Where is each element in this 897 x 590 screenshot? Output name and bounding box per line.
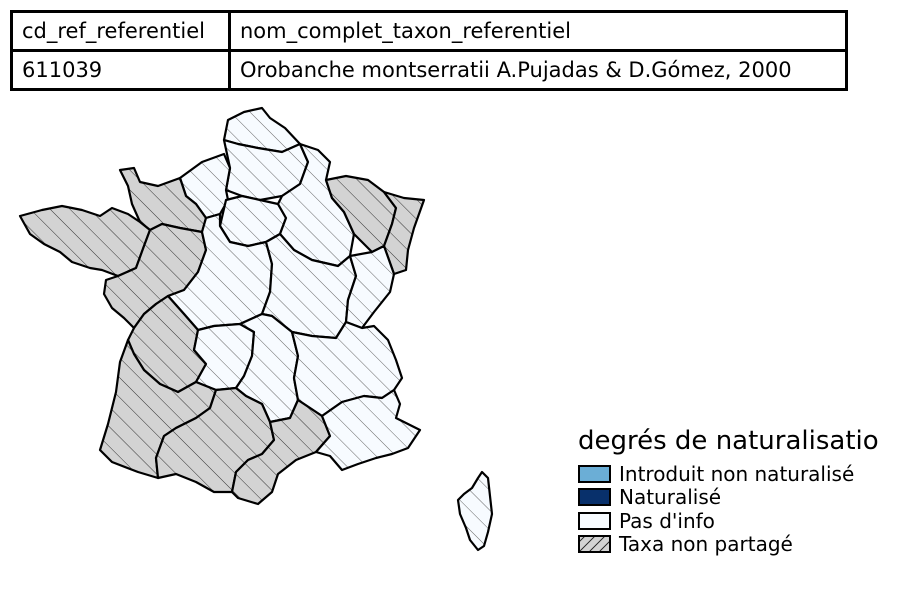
table-header-cell: nom_complet_taxon_referentiel [228, 10, 848, 52]
legend-swatch-pas-info [578, 511, 611, 530]
legend: degrés de naturalisatio Introduit non na… [578, 426, 879, 556]
legend-title: degrés de naturalisatio [578, 426, 879, 456]
legend-label: Pas d'info [619, 508, 715, 533]
taxon-table: cd_ref_referentiel nom_complet_taxon_ref… [10, 10, 848, 91]
region-franche-comte [344, 244, 396, 330]
legend-swatch-naturalise [578, 488, 611, 507]
region-paca [314, 388, 422, 472]
region-languedoc-roussillon [230, 398, 332, 506]
legend-item: Taxa non partagé [578, 532, 879, 557]
region-corse [456, 470, 494, 552]
france-regions-map [18, 106, 494, 552]
region-midi-pyrenees [154, 386, 276, 494]
legend-swatch-introduit [578, 464, 611, 483]
legend-label: Taxa non partagé [619, 532, 793, 557]
table-cell: Orobanche montserratii A.Pujadas & D.Góm… [228, 49, 848, 91]
legend-label: Introduit non naturalisé [619, 461, 855, 486]
legend-item: Naturalisé [578, 485, 879, 510]
region-alsace [382, 190, 426, 276]
region-bretagne [18, 204, 152, 278]
legend-swatch-non-partage [578, 535, 611, 554]
table-header-cell: cd_ref_referentiel [10, 10, 231, 52]
legend-label: Naturalisé [619, 485, 722, 510]
legend-item: Introduit non naturalisé [578, 462, 879, 486]
legend-item: Pas d'info [578, 509, 879, 533]
table-row: 611039 Orobanche montserratii A.Pujadas … [10, 49, 848, 91]
table-cell: 611039 [10, 49, 231, 91]
region-rhone-alpes [290, 320, 404, 418]
table-header-row: cd_ref_referentiel nom_complet_taxon_ref… [10, 10, 848, 52]
